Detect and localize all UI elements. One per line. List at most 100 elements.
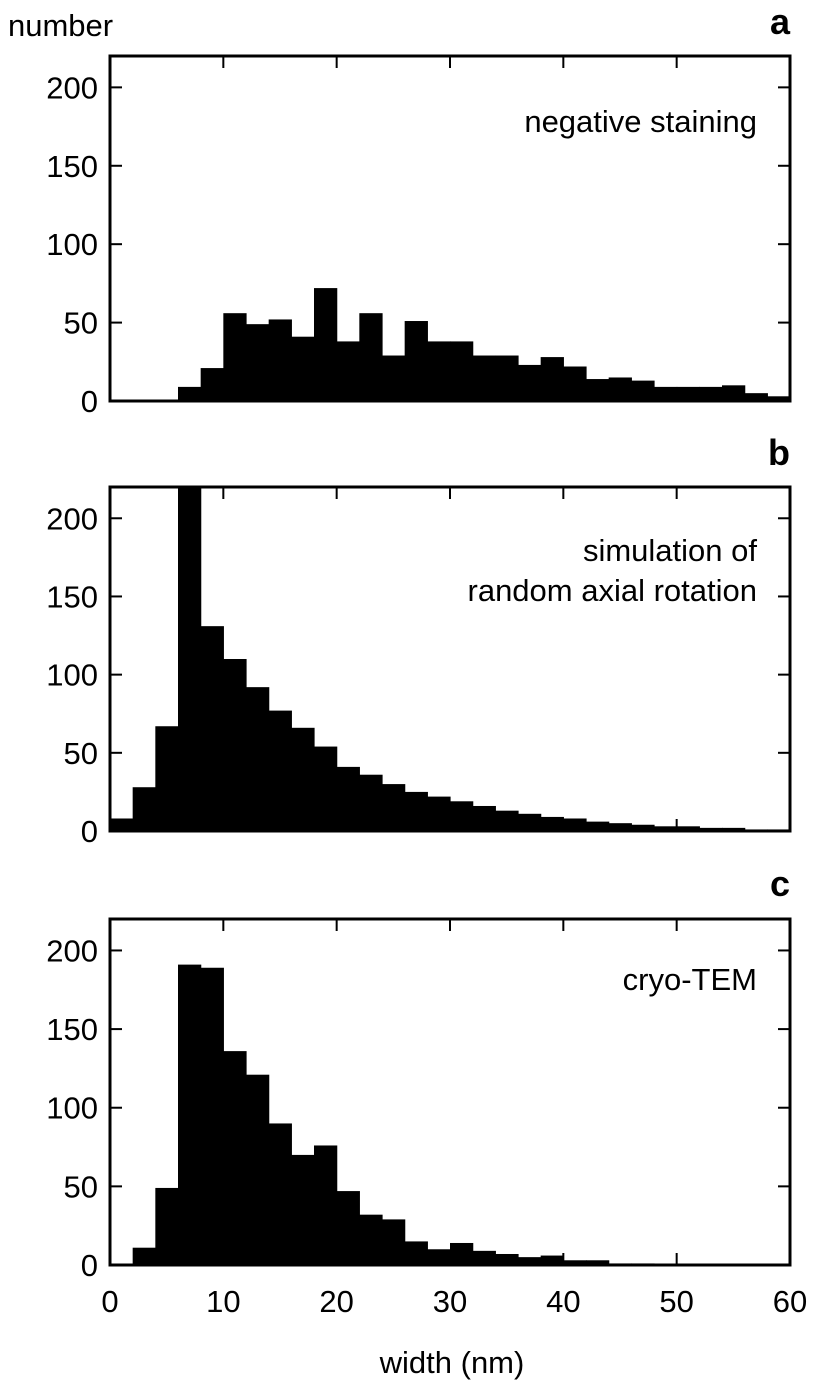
histogram-bar [223,313,247,401]
histogram-bar [518,364,542,401]
x-axis-label: width (nm) [379,1345,525,1380]
histogram-bar [404,791,428,831]
histogram-bar [336,341,360,401]
histogram-bar [291,336,315,401]
y-tick-label: 150 [46,1012,98,1047]
histogram-bar [223,659,247,831]
histogram-bar [699,386,723,401]
y-tick-label: 200 [46,70,98,105]
histogram-bar [427,796,451,831]
histogram-bar [404,321,428,401]
histogram-bar [200,967,224,1265]
panel-a: 0 50 100 150 200 a negative staining [46,1,792,419]
y-tick-label: 100 [46,1091,98,1126]
histogram-bar [132,1247,156,1265]
histogram-bar [450,1242,474,1265]
histogram-bar [586,821,610,831]
y-tick-label: 100 [46,658,98,693]
histogram-bar [268,319,292,401]
histogram-bar [359,313,383,401]
histogram-bar [631,380,655,401]
histogram-bar [472,1250,496,1265]
histogram-bar [631,824,655,831]
histogram-bar [110,818,134,831]
histogram-bar [450,341,474,401]
x-tick-label: 0 [101,1284,118,1319]
histogram-bar [314,288,338,401]
histogram-bar [676,386,700,401]
histogram-bar [178,386,202,401]
x-tick-label: 30 [433,1284,467,1319]
panel-letter: c [770,863,790,904]
histogram-bar [722,385,746,401]
histogram-bar [200,368,224,401]
histogram-bar [336,766,360,831]
histogram-bar [676,826,700,831]
histogram-bar [404,1241,428,1265]
panel-c: 0 50 100 150 200 0 10 20 30 40 50 60 c cryo-TEM [46,863,807,1319]
histogram-bar [246,324,270,401]
panel-letter: b [768,432,790,473]
x-tick-label: 20 [319,1284,353,1319]
histogram-bar [427,1249,451,1265]
histogram-bar [291,727,315,831]
histogram-bar [427,341,451,401]
y-tick-label: 100 [46,227,98,262]
histogram-bar [155,726,179,831]
histogram-bar [654,386,678,401]
y-tick-label: 0 [81,814,98,849]
histogram-bar [359,1214,383,1265]
histogram-bar [540,1255,564,1265]
histogram-bar [518,813,542,831]
histogram-bar [586,379,610,401]
histogram-bar [540,816,564,831]
histogram-bar [336,1191,360,1265]
y-axis-label: number [8,8,113,43]
histogram-bar [450,801,474,831]
histogram-bar [178,487,202,831]
x-tick-label: 50 [659,1284,693,1319]
histogram-bar [586,1260,610,1265]
histogram-bar [563,1260,587,1265]
y-tick-label: 50 [64,306,98,341]
histogram-bar [223,1051,247,1265]
histogram-bar [518,1257,542,1265]
histogram-bar [246,1074,270,1265]
histogram-bar [268,1123,292,1265]
histogram-bar [495,810,519,831]
x-tick-label: 60 [773,1284,807,1319]
y-tick-label: 50 [64,736,98,771]
histogram-bar [268,710,292,831]
panel-annotation: random axial rotation [468,573,758,608]
histogram-bar [472,805,496,831]
y-tick-label: 0 [81,1248,98,1283]
histogram-bar [767,396,791,401]
y-tick-label: 200 [46,501,98,536]
histogram-bar [563,818,587,831]
y-tick-label: 200 [46,933,98,968]
histogram-bar [563,366,587,401]
panel-annotation: simulation of [583,533,757,568]
panel-annotation: cryo-TEM [623,962,757,997]
panel-b: 0 50 100 150 200 b simulation of random axial r… [46,432,792,849]
histogram-bar [155,1187,179,1265]
histogram-bar [540,357,564,401]
histogram-bar [246,687,270,831]
histogram-bar [608,377,632,401]
histogram-bar [359,774,383,831]
y-tick-label: 150 [46,149,98,184]
histogram-bar [654,826,678,831]
histogram-bar [382,355,406,401]
y-tick-label: 150 [46,579,98,614]
histogram-bar [200,626,224,831]
histogram-bar [382,784,406,831]
y-tick-label: 0 [81,384,98,419]
panel-annotation: negative staining [524,104,757,139]
histogram-bar [495,1253,519,1265]
x-tick-label: 40 [546,1284,580,1319]
histogram-bar [744,393,768,401]
y-tick-label: 50 [64,1169,98,1204]
histogram-bar [291,1154,315,1265]
x-tick-label: 10 [206,1284,240,1319]
